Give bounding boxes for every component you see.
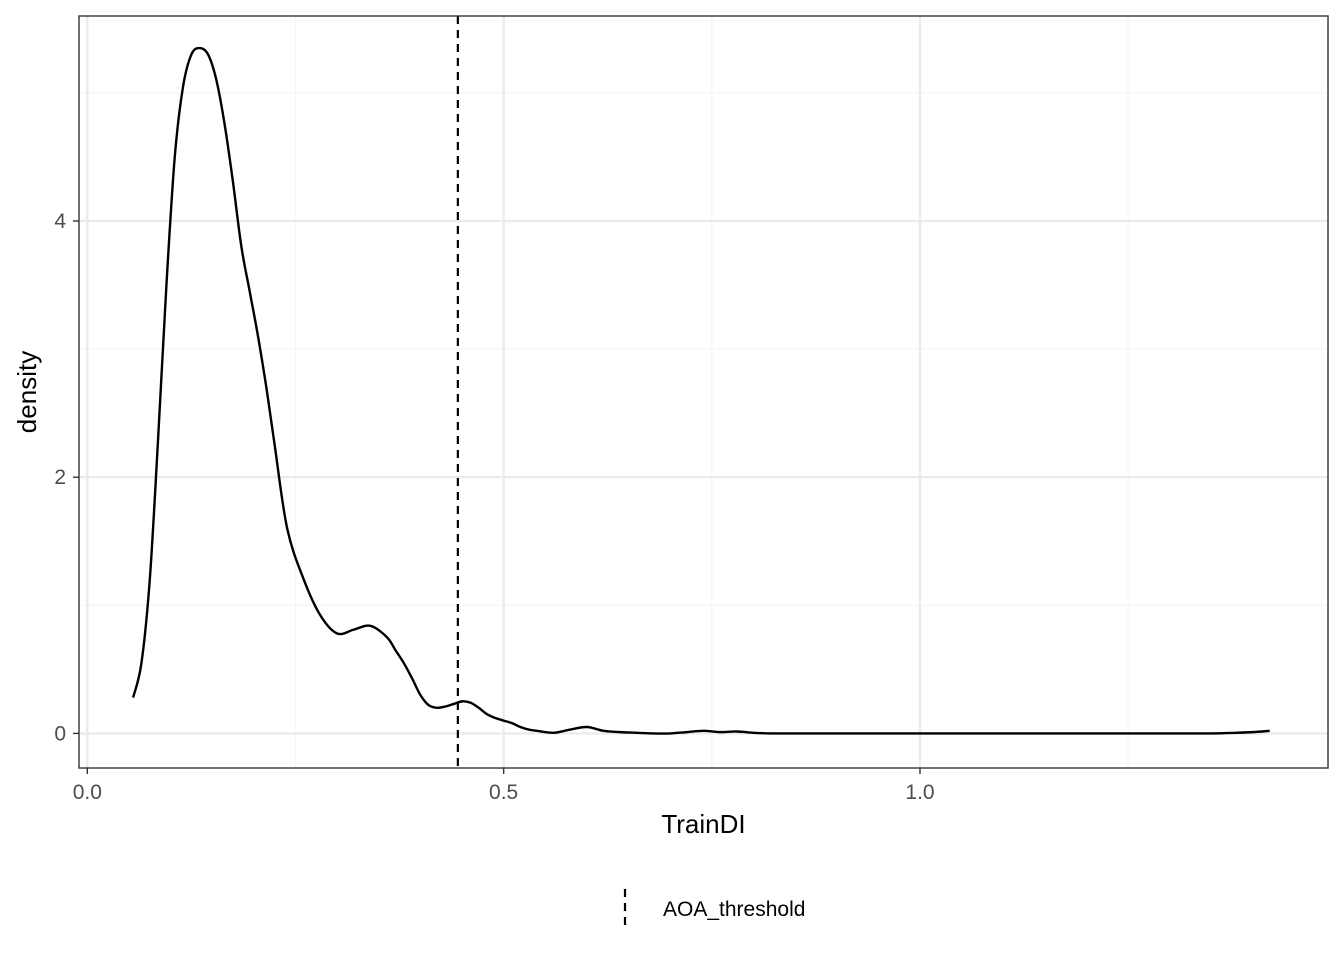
- y-tick-label: 4: [54, 210, 66, 233]
- x-axis-title: TrainDI: [661, 809, 745, 839]
- plot-panel-border: [78, 15, 1329, 769]
- x-tick-label: 0.5: [489, 781, 518, 804]
- y-tick-label: 2: [54, 466, 66, 489]
- series-layer: [131, 46, 1270, 735]
- density-curve: [131, 46, 1270, 735]
- axis-layer: 0.0 0.5 1.0 0 2 4: [54, 210, 934, 804]
- x-tick-label: 1.0: [905, 781, 934, 804]
- legend-label: AOA_threshold: [663, 898, 805, 921]
- y-tick-label: 0: [54, 722, 66, 745]
- legend: AOA_threshold: [623, 885, 805, 931]
- y-axis-title: density: [12, 351, 42, 433]
- x-tick-label: 0.0: [73, 781, 102, 804]
